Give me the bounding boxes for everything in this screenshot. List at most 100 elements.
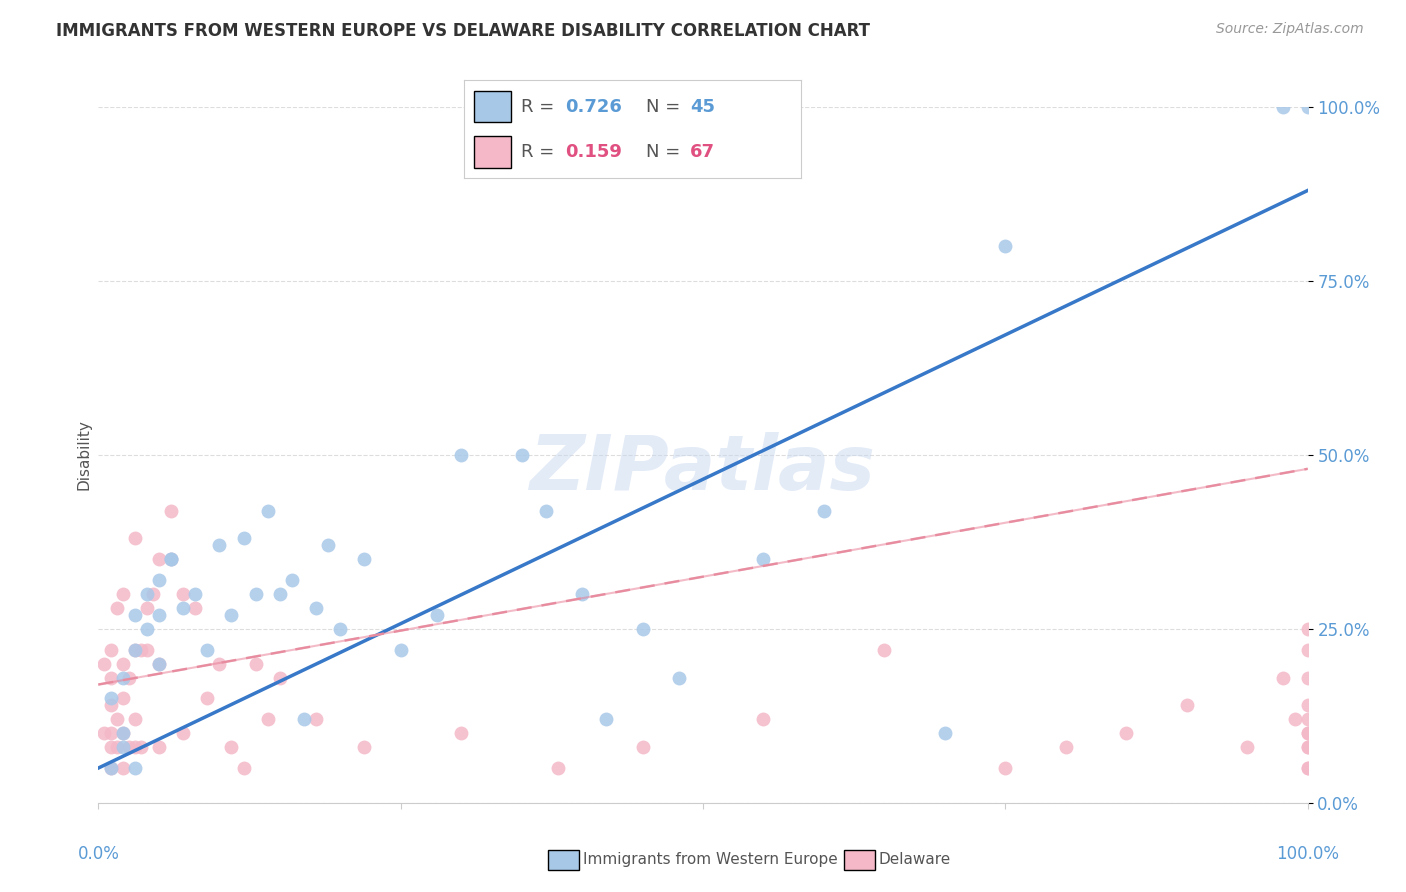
Point xyxy=(245,657,267,671)
Point xyxy=(1296,642,1319,657)
Point xyxy=(292,712,315,726)
Point xyxy=(232,532,254,546)
Text: 0.0%: 0.0% xyxy=(77,845,120,863)
Point xyxy=(195,642,218,657)
Point xyxy=(232,761,254,775)
Point xyxy=(1272,671,1295,685)
Point xyxy=(208,657,231,671)
Point xyxy=(1296,622,1319,636)
Point xyxy=(111,740,134,755)
Point xyxy=(873,642,896,657)
Point xyxy=(93,657,115,671)
Point xyxy=(1296,761,1319,775)
Point xyxy=(124,642,146,657)
Text: 67: 67 xyxy=(690,143,716,161)
Point xyxy=(100,691,122,706)
Point xyxy=(510,448,533,462)
Point xyxy=(534,503,557,517)
Point xyxy=(269,587,291,601)
Text: 100.0%: 100.0% xyxy=(1277,845,1339,863)
Point xyxy=(160,503,183,517)
Point xyxy=(1175,698,1198,713)
Point xyxy=(353,552,375,566)
Point xyxy=(571,587,593,601)
Point xyxy=(426,607,449,622)
Point xyxy=(148,573,170,587)
Point xyxy=(1296,761,1319,775)
Point xyxy=(329,622,352,636)
Point xyxy=(124,642,146,657)
Point xyxy=(148,657,170,671)
Point xyxy=(160,552,183,566)
Point xyxy=(305,601,328,615)
Point xyxy=(1296,740,1319,755)
Point xyxy=(1296,726,1319,740)
Point xyxy=(1236,740,1258,755)
Point xyxy=(118,740,141,755)
Point xyxy=(752,712,775,726)
Point xyxy=(129,642,152,657)
Point xyxy=(1296,740,1319,755)
Point xyxy=(994,761,1017,775)
Point xyxy=(124,761,146,775)
Point xyxy=(1272,100,1295,114)
Text: Immigrants from Western Europe: Immigrants from Western Europe xyxy=(583,853,838,867)
Point xyxy=(994,239,1017,253)
Point xyxy=(129,740,152,755)
Point xyxy=(111,657,134,671)
Point xyxy=(100,740,122,755)
Point xyxy=(111,726,134,740)
Text: N =: N = xyxy=(647,98,686,116)
Point xyxy=(221,607,243,622)
Point xyxy=(389,642,412,657)
Point xyxy=(221,740,243,755)
Point xyxy=(184,587,207,601)
Point xyxy=(752,552,775,566)
Point xyxy=(100,726,122,740)
Point xyxy=(100,698,122,713)
Point xyxy=(934,726,956,740)
Point xyxy=(316,538,339,552)
Text: N =: N = xyxy=(647,143,686,161)
Point xyxy=(595,712,617,726)
Point xyxy=(105,712,128,726)
Text: R =: R = xyxy=(522,98,561,116)
Point xyxy=(172,726,194,740)
Point xyxy=(124,607,146,622)
Point xyxy=(111,691,134,706)
Point xyxy=(208,538,231,552)
Point xyxy=(142,587,165,601)
Y-axis label: Disability: Disability xyxy=(76,419,91,491)
Text: 0.159: 0.159 xyxy=(565,143,621,161)
FancyBboxPatch shape xyxy=(474,136,512,168)
Point xyxy=(148,552,170,566)
Point xyxy=(100,671,122,685)
Point xyxy=(111,761,134,775)
Point xyxy=(668,671,690,685)
Point xyxy=(1296,100,1319,114)
Point xyxy=(111,587,134,601)
Point xyxy=(631,740,654,755)
Point xyxy=(100,761,122,775)
Point xyxy=(305,712,328,726)
Text: Source: ZipAtlas.com: Source: ZipAtlas.com xyxy=(1216,22,1364,37)
Point xyxy=(135,622,157,636)
Point xyxy=(124,712,146,726)
Point xyxy=(105,601,128,615)
Point xyxy=(1296,712,1319,726)
Point xyxy=(813,503,835,517)
Point xyxy=(111,671,134,685)
Point xyxy=(105,740,128,755)
Point xyxy=(148,657,170,671)
Point xyxy=(195,691,218,706)
Text: ZIPatlas: ZIPatlas xyxy=(530,432,876,506)
Point xyxy=(184,601,207,615)
Text: Delaware: Delaware xyxy=(879,853,950,867)
Point xyxy=(1296,726,1319,740)
Point xyxy=(93,726,115,740)
Point xyxy=(1284,712,1306,726)
Point xyxy=(135,642,157,657)
Point xyxy=(631,622,654,636)
Point xyxy=(124,740,146,755)
Point xyxy=(100,642,122,657)
